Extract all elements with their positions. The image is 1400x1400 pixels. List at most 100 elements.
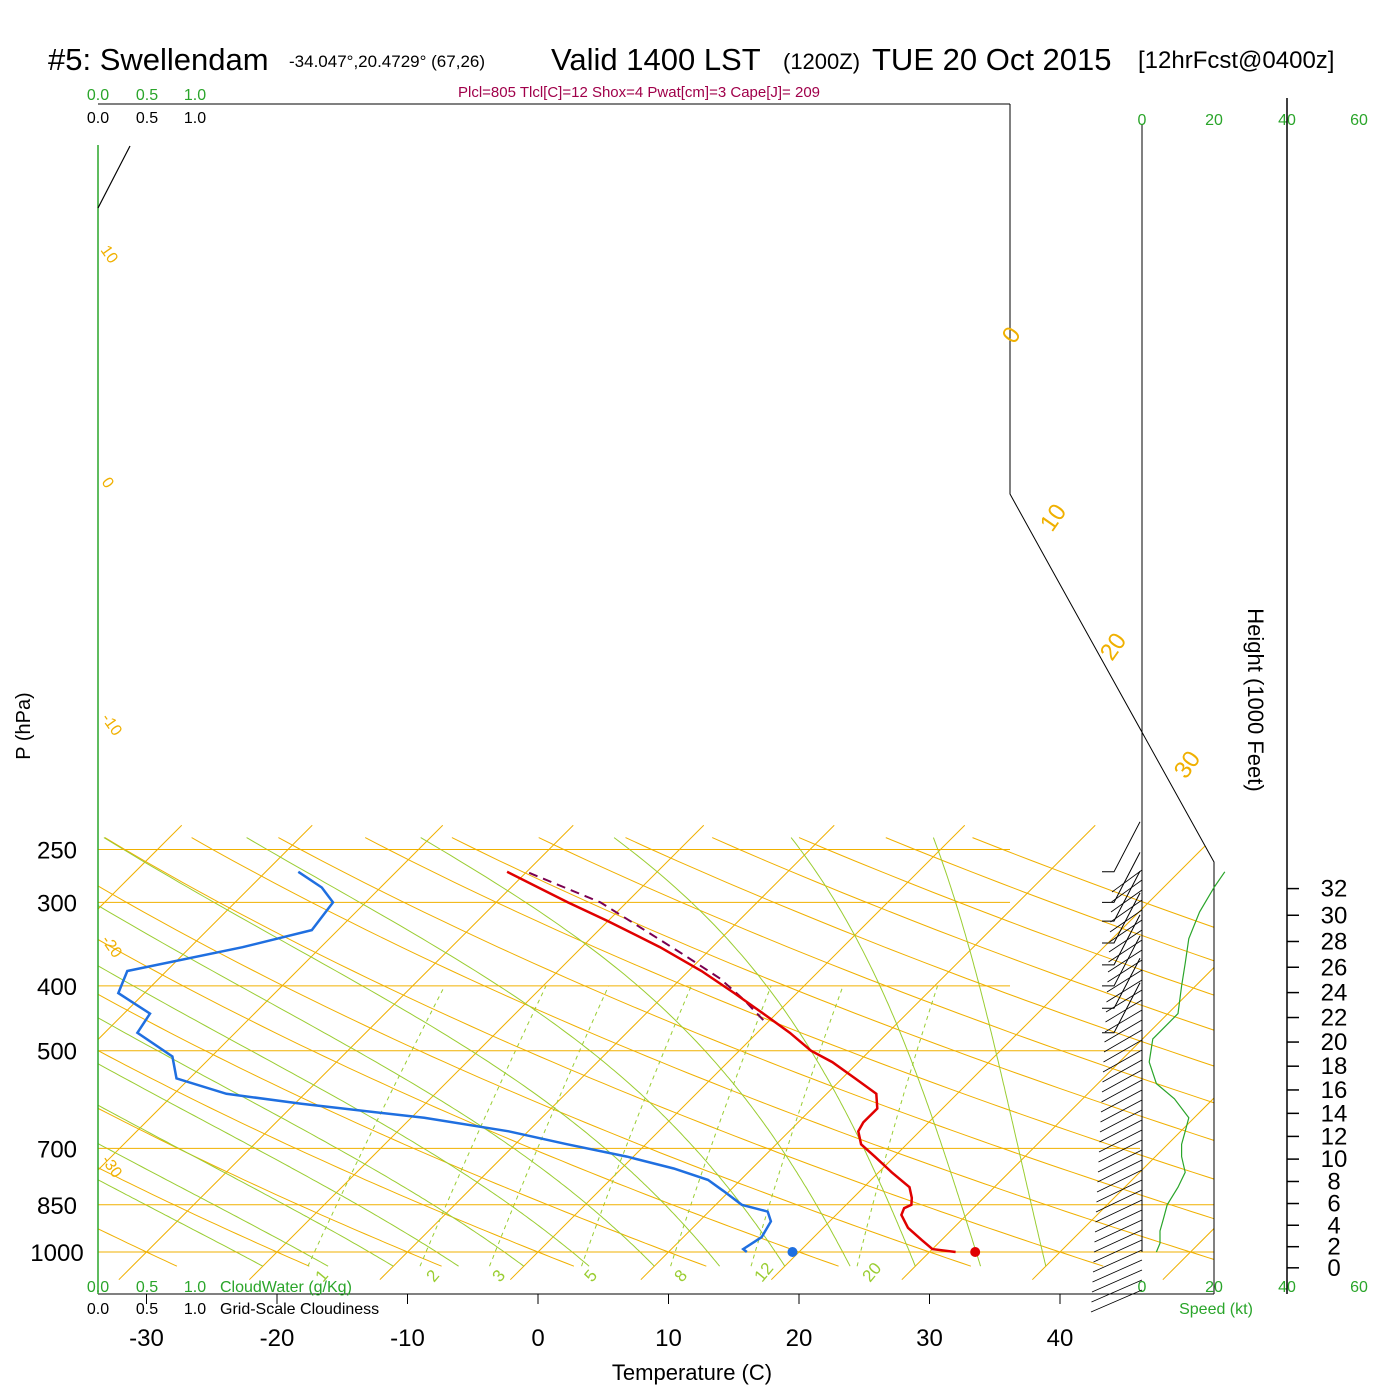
wind-barb [1101,1069,1143,1093]
isotherm-line [640,824,1096,1281]
dry-adiabat [98,837,310,1267]
wind-barb [1096,1169,1143,1193]
wind-barb [1110,899,1143,923]
wind-barb [1111,879,1143,903]
height-tick-label: 18 [1321,1053,1348,1080]
height-tick-label: 30 [1321,902,1348,929]
y-axis-label: P (hPa) [13,692,35,759]
pressure-tick-label: 850 [37,1193,77,1220]
isotherm-line [98,824,313,1281]
mixing-ratio-label: 12 [751,1259,778,1286]
wind-barb [1108,939,1143,963]
wind-barb [1090,1289,1143,1313]
height-tick-label: 32 [1321,876,1348,903]
height-tick-label: 12 [1321,1123,1348,1150]
moist-adiabat [613,837,916,1267]
height-tick-label: 16 [1321,1077,1348,1104]
wind-barb [1107,949,1143,973]
speed-top-tick: 0 [1138,112,1147,129]
isotherm-line [1031,824,1214,1281]
wind-barb [1107,959,1143,983]
isotherm-line [98,824,183,1281]
temperature-tick-label: 40 [1047,1325,1074,1352]
temperature-tick-label: 30 [916,1325,943,1352]
cloudwater-bottom-tick: 1.0 [184,1279,206,1296]
surface-temperature-point [970,1247,981,1257]
height-tick-label: 10 [1321,1146,1348,1173]
wind-barb [1091,1279,1143,1303]
dry-adiabat [191,837,1214,1267]
wind-barb [1104,1009,1143,1033]
temperature-tick-label: -20 [260,1325,295,1352]
isotherm-label: 0 [997,322,1027,348]
wind-barb [1102,1049,1143,1073]
wind-barb [1102,870,1141,922]
wind-barb [1093,1239,1143,1263]
height-tick-label: 0 [1327,1255,1340,1282]
wind-barb [1094,1209,1143,1233]
moist-adiabat [98,837,655,1267]
background-lines [98,824,1214,1281]
wind-barb [1102,982,1141,1034]
wind-barb [1095,1189,1143,1213]
wind-barb [1106,979,1143,1003]
height-tick-label: 4 [1327,1212,1340,1239]
pressure-tick-label: 300 [37,890,77,917]
height-tick-label: 28 [1321,928,1348,955]
speed-bottom-tick: 0 [1138,1279,1147,1296]
wind-barb [1102,892,1141,944]
speed-top-tick: 60 [1350,112,1368,129]
wind-barb [1102,958,1141,1009]
wind-barb [1104,1019,1143,1043]
isotherm-line [98,824,444,1281]
dry-adiabat [625,837,1214,1267]
wind-barb [1097,1149,1143,1173]
isotherm-label: 20 [1095,628,1132,665]
moist-adiabat [98,837,590,1267]
isotherm-line [770,824,1214,1281]
isotherm-label: 10 [97,243,121,267]
dry-adiabat [104,837,1104,1267]
cloudwater-bottom-tick: 0.0 [87,1279,109,1296]
temperature-tick-label: 0 [531,1325,544,1352]
valid-time: Valid 1400 LST [551,42,761,77]
wind-barb [1093,1229,1143,1253]
isotherm-label: -20 [98,933,125,962]
mixing-ratio-label: 8 [671,1266,692,1285]
wind-barb [1109,919,1143,943]
wind-speed-line [1148,871,1226,1253]
isotherm-line [379,824,835,1281]
mixing-ratio-label: 5 [581,1266,602,1285]
moist-adiabat [98,837,459,1267]
isotherm-label: -30 [98,1153,125,1182]
wind-barb [1100,1089,1143,1113]
wind-barb [1101,1079,1143,1103]
wind-barb [1094,1219,1143,1243]
cloudiness-bottom-tick: 0.5 [136,1301,158,1318]
forecast-label: [12hrFcst@0400z] [1138,47,1335,74]
cloudiness-bottom-tick: 0.0 [87,1301,109,1318]
x-axis-label: Temperature (C) [612,1360,772,1385]
stability-indices: Plcl=805 Tlcl[C]=12 Shox=4 Pwat[cm]=3 Ca… [458,84,821,101]
temperature-tick-label: 10 [655,1325,682,1352]
isotherm-line [118,824,574,1281]
speed-axis-label: Speed (kt) [1179,1301,1253,1318]
cloudwater-top-tick: 0.5 [136,87,158,104]
station-coords: -34.047°,20.4729° (67,26) [289,52,486,71]
cloudwater-label: CloudWater (g/Kg) [220,1279,352,1296]
height-tick-label: 20 [1321,1029,1348,1056]
utc-time: (1200Z) [783,49,861,74]
isotherm-line [248,824,705,1281]
pressure-tick-label: 700 [37,1136,77,1163]
cloudiness-top-tick: 1.0 [184,110,206,127]
cloudiness-top-tick: 0.0 [87,110,109,127]
moist-adiabat [98,837,525,1267]
wind-barb [1111,869,1143,893]
height-tick-label: 6 [1327,1191,1340,1218]
wind-barb [1098,1129,1143,1153]
mixing-ratio-line [670,985,772,1267]
isotherm-label: 0 [98,475,117,492]
wind-barb [1095,1199,1143,1223]
cloudiness-top-tick: 0.5 [136,110,158,127]
